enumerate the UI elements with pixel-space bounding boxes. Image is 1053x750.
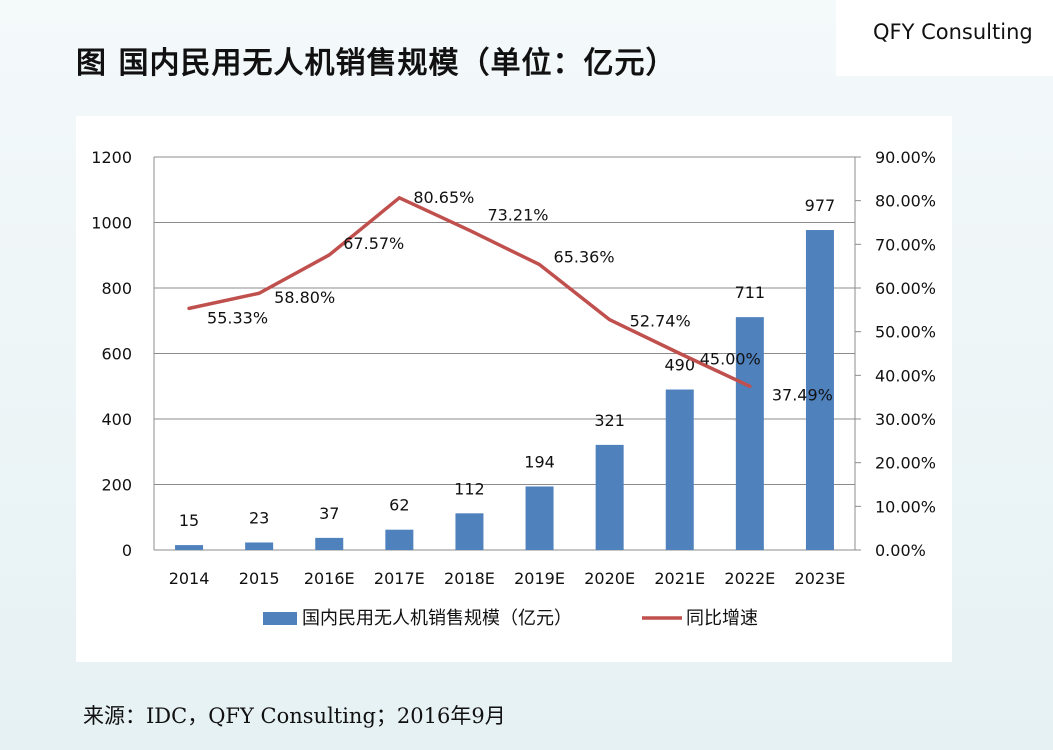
combo-chart: 0 200 400 600 800 1000 1200 0.00% 10.00% 20.00% 30… (91, 148, 936, 629)
right-axis-tick-label: 40.00% (875, 366, 936, 385)
legend-bar-label: 国内民用无人机销售规模（亿元） (302, 608, 572, 629)
growth-rate-line (187, 196, 752, 389)
left-axis-tick-label: 600 (101, 345, 132, 364)
left-axis-tick-label: 1200 (91, 148, 132, 167)
slide-title: 图 国内民用无人机销售规模（单位：亿元） (76, 46, 677, 81)
growth-rate-label: 45.00% (700, 350, 761, 369)
growth-rate-label: 52.74% (630, 312, 691, 331)
x-axis-tick-label: 2022E (724, 569, 775, 588)
bar (595, 444, 624, 550)
growth-rate-label: 58.80% (274, 288, 335, 307)
bar-value-label: 711 (735, 283, 766, 302)
x-axis-tick-label: 2014 (169, 569, 210, 588)
right-axis-tick-label: 70.00% (875, 235, 936, 254)
bar (735, 317, 764, 550)
right-axis-tick-label: 80.00% (875, 192, 936, 211)
bar-value-label: 977 (805, 196, 836, 215)
legend-line-label: 同比增速 (686, 608, 758, 629)
bar (315, 537, 344, 550)
legend-bar-swatch (263, 612, 297, 625)
left-axis-tick-label: 400 (101, 410, 132, 429)
growth-rate-label: 65.36% (554, 248, 615, 267)
bar-value-label: 490 (664, 356, 695, 375)
bar-value-label: 112 (454, 479, 485, 498)
x-axis-tick-label: 2016E (304, 569, 355, 588)
growth-rate-label: 80.65% (413, 188, 474, 207)
bar (805, 230, 834, 550)
growth-rate-label: 73.21% (487, 205, 548, 224)
growth-rate-label: 55.33% (207, 308, 268, 327)
right-axis-tick-label: 20.00% (875, 454, 936, 473)
left-axis-tick-label: 800 (101, 279, 132, 298)
right-axis-tick-label: 30.00% (875, 410, 936, 429)
bar-value-label: 321 (594, 411, 625, 430)
brand-box (836, 0, 1053, 76)
x-axis-tick-label: 2023E (795, 569, 846, 588)
bar-value-label: 37 (319, 504, 339, 523)
bar (385, 529, 414, 550)
growth-rate-label: 67.57% (343, 234, 404, 253)
right-axis-tick-label: 0.00% (875, 541, 926, 560)
right-axis-tick-label: 50.00% (875, 323, 936, 342)
right-axis-tick-label: 60.00% (875, 279, 936, 298)
growth-rate-label: 37.49% (772, 385, 833, 404)
bar-value-label: 194 (524, 452, 555, 471)
bar-value-label: 62 (389, 496, 409, 515)
left-axis-tick-label: 0 (122, 541, 132, 560)
bar (665, 389, 694, 550)
x-axis-tick-label: 2020E (584, 569, 635, 588)
source-note: 来源：IDC，QFY Consulting；2016年9月 (83, 704, 506, 728)
bar-value-label: 23 (249, 508, 269, 527)
x-axis-tick-label: 2019E (514, 569, 565, 588)
x-axis-tick-label: 2017E (374, 569, 425, 588)
x-axis-tick-label: 2015 (239, 569, 280, 588)
x-axis-tick-label: 2021E (654, 569, 705, 588)
bar (455, 513, 484, 550)
bar-value-label: 15 (179, 511, 199, 530)
right-axis-tick-label: 10.00% (875, 497, 936, 516)
right-axis-tick-label: 90.00% (875, 148, 936, 167)
bar (525, 486, 554, 550)
left-axis-tick-label: 1000 (91, 214, 132, 233)
left-axis-tick-label: 200 (101, 476, 132, 495)
bar (175, 545, 204, 550)
chart-panel: 0 200 400 600 800 1000 1200 0.00% 10.00% 20.00% 30… (76, 116, 952, 662)
x-axis-tick-label: 2018E (444, 569, 495, 588)
brand-label: QFY Consulting (873, 20, 1033, 44)
bar (245, 542, 274, 550)
